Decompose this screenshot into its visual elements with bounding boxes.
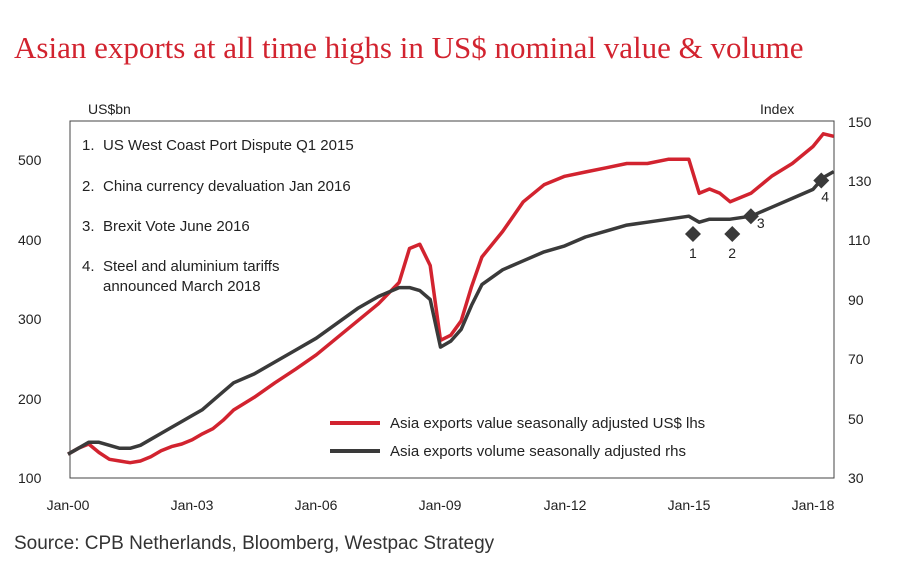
note-text: China currency devaluation Jan 2016: [103, 178, 351, 195]
right-tick: 50: [848, 411, 864, 427]
x-axis: Jan-00 Jan-03 Jan-06 Jan-09 Jan-12 Jan-1…: [47, 497, 835, 513]
series-layer: [67, 132, 835, 465]
event-marker-label: 1: [689, 245, 697, 261]
left-tick: 400: [18, 232, 42, 248]
series-line-volume: [67, 170, 835, 456]
notes: 1. US West Coast Port Dispute Q1 2015 2.…: [82, 137, 354, 295]
event-marker: [742, 208, 759, 225]
event-marker: [813, 172, 830, 189]
legend-label-volume: Asia exports volume seasonally adjusted …: [390, 443, 686, 460]
right-tick: 90: [848, 292, 864, 308]
note-text: Brexit Vote June 2016: [103, 218, 250, 235]
left-axis: 100 200 300 400 500: [18, 152, 42, 486]
left-tick: 300: [18, 311, 42, 327]
right-axis-label: Index: [760, 101, 794, 117]
event-marker-label: 3: [757, 215, 765, 231]
x-tick: Jan-06: [295, 497, 338, 513]
x-tick: Jan-09: [419, 497, 462, 513]
event-marker-label: 2: [728, 245, 736, 261]
legend: Asia exports value seasonally adjusted U…: [330, 415, 705, 460]
event-marker: [684, 226, 701, 243]
chart-title: Asian exports at all time highs in US$ n…: [14, 30, 804, 65]
x-tick: Jan-18: [792, 497, 835, 513]
note-text: US West Coast Port Dispute Q1 2015: [103, 137, 354, 154]
left-tick: 200: [18, 391, 42, 407]
right-tick: 70: [848, 351, 864, 367]
legend-label-value: Asia exports value seasonally adjusted U…: [390, 415, 705, 432]
right-tick: 30: [848, 470, 864, 486]
note-number: 4.: [82, 258, 95, 275]
right-axis: 30 50 70 90 110 130 150: [848, 114, 872, 486]
x-tick: Jan-15: [668, 497, 711, 513]
right-tick: 130: [848, 173, 872, 189]
right-tick: 110: [848, 232, 871, 248]
event-marker: [724, 226, 741, 243]
note-number: 2.: [82, 178, 95, 195]
note-number: 1.: [82, 137, 95, 154]
note-text: Steel and aluminium tariffs: [103, 258, 279, 275]
left-tick: 100: [18, 470, 42, 486]
event-marker-label: 4: [821, 189, 829, 205]
left-axis-label: US$bn: [88, 101, 131, 117]
note-text: announced March 2018: [103, 278, 261, 295]
marker-layer: 1 2 3 4: [684, 172, 830, 261]
left-tick: 500: [18, 152, 42, 168]
note-number: 3.: [82, 218, 95, 235]
right-tick: 150: [848, 114, 872, 130]
x-tick: Jan-00: [47, 497, 90, 513]
plot-frame: [69, 120, 835, 479]
source-note: Source: CPB Netherlands, Bloomberg, West…: [14, 533, 495, 554]
series-line-value: [67, 132, 835, 465]
x-tick: Jan-12: [544, 497, 587, 513]
x-tick: Jan-03: [171, 497, 214, 513]
